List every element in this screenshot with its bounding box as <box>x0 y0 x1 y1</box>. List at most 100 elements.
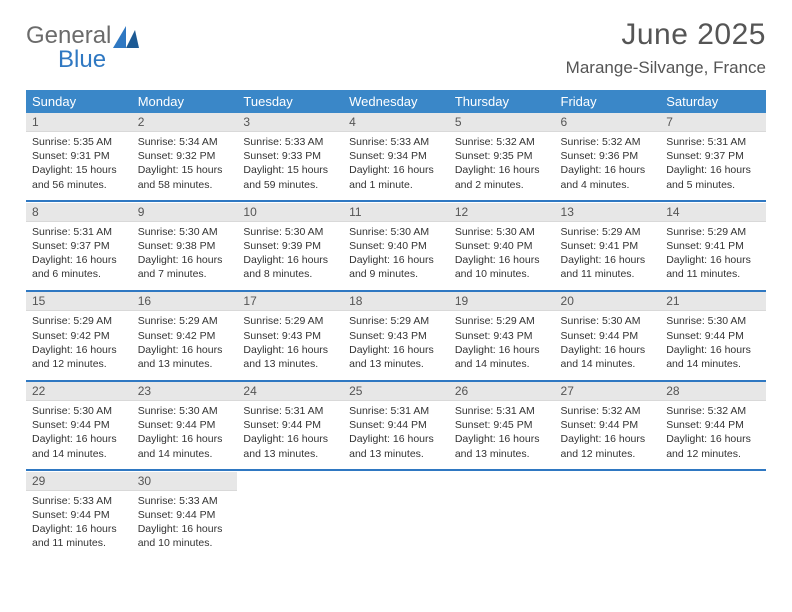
sunrise-text: Sunrise: 5:30 AM <box>243 225 337 239</box>
daylight-text: Daylight: 16 hours and 14 minutes. <box>455 343 549 371</box>
day-number: 18 <box>343 292 449 311</box>
sunset-text: Sunset: 9:44 PM <box>349 418 443 432</box>
day-cell: Sunrise: 5:31 AMSunset: 9:44 PMDaylight:… <box>237 401 343 469</box>
logo-mark-icon <box>113 26 139 48</box>
day-number: 19 <box>449 292 555 311</box>
logo: GeneralBlue <box>26 18 139 72</box>
day-cell: Sunrise: 5:34 AMSunset: 9:32 PMDaylight:… <box>132 132 238 200</box>
day-number: 8 <box>26 203 132 222</box>
sunset-text: Sunset: 9:44 PM <box>561 418 655 432</box>
daylight-text: Daylight: 16 hours and 11 minutes. <box>666 253 760 281</box>
day-number: 23 <box>132 382 238 401</box>
sunset-text: Sunset: 9:44 PM <box>32 418 126 432</box>
sunrise-text: Sunrise: 5:30 AM <box>349 225 443 239</box>
sunrise-text: Sunrise: 5:32 AM <box>666 404 760 418</box>
day-cell: Sunrise: 5:29 AMSunset: 9:41 PMDaylight:… <box>660 221 766 289</box>
day-number: 16 <box>132 292 238 311</box>
day-number-row: 15161718192021 <box>26 292 766 311</box>
day-number: 7 <box>660 113 766 132</box>
daylight-text: Daylight: 16 hours and 10 minutes. <box>138 522 232 550</box>
day-cell: Sunrise: 5:32 AMSunset: 9:44 PMDaylight:… <box>660 401 766 469</box>
sunset-text: Sunset: 9:44 PM <box>138 508 232 522</box>
daylight-text: Daylight: 16 hours and 14 minutes. <box>138 432 232 460</box>
daylight-text: Daylight: 16 hours and 12 minutes. <box>561 432 655 460</box>
title-block: June 2025 Marange-Silvange, France <box>566 18 766 78</box>
day-number: 27 <box>555 382 661 401</box>
weekday-header: Wednesday <box>343 90 449 113</box>
sunset-text: Sunset: 9:34 PM <box>349 149 443 163</box>
logo-word-1: General <box>26 22 111 49</box>
day-cell: Sunrise: 5:30 AMSunset: 9:40 PMDaylight:… <box>343 221 449 289</box>
sunrise-text: Sunrise: 5:32 AM <box>561 404 655 418</box>
day-cell: Sunrise: 5:30 AMSunset: 9:44 PMDaylight:… <box>660 311 766 379</box>
day-number-row: 891011121314 <box>26 203 766 222</box>
daylight-text: Daylight: 16 hours and 10 minutes. <box>455 253 549 281</box>
day-number: 1 <box>26 113 132 132</box>
sunset-text: Sunset: 9:44 PM <box>138 418 232 432</box>
day-cell: Sunrise: 5:30 AMSunset: 9:44 PMDaylight:… <box>26 401 132 469</box>
sunrise-text: Sunrise: 5:33 AM <box>32 494 126 508</box>
day-detail-row: Sunrise: 5:35 AMSunset: 9:31 PMDaylight:… <box>26 132 766 200</box>
sunrise-text: Sunrise: 5:30 AM <box>138 225 232 239</box>
day-number-row: 2930 <box>26 472 766 491</box>
day-number-row: 1234567 <box>26 113 766 132</box>
sunrise-text: Sunrise: 5:33 AM <box>138 494 232 508</box>
daylight-text: Daylight: 16 hours and 13 minutes. <box>455 432 549 460</box>
day-number: 5 <box>449 113 555 132</box>
sunset-text: Sunset: 9:37 PM <box>32 239 126 253</box>
day-number: 15 <box>26 292 132 311</box>
daylight-text: Daylight: 16 hours and 7 minutes. <box>138 253 232 281</box>
daylight-text: Daylight: 16 hours and 14 minutes. <box>666 343 760 371</box>
day-cell: Sunrise: 5:30 AMSunset: 9:44 PMDaylight:… <box>555 311 661 379</box>
weekday-header: Saturday <box>660 90 766 113</box>
sunrise-text: Sunrise: 5:31 AM <box>666 135 760 149</box>
day-cell: Sunrise: 5:30 AMSunset: 9:44 PMDaylight:… <box>132 401 238 469</box>
daylight-text: Daylight: 16 hours and 12 minutes. <box>666 432 760 460</box>
day-detail-row: Sunrise: 5:33 AMSunset: 9:44 PMDaylight:… <box>26 490 766 558</box>
calendar-table: Sunday Monday Tuesday Wednesday Thursday… <box>26 90 766 558</box>
daylight-text: Daylight: 16 hours and 13 minutes. <box>138 343 232 371</box>
sunrise-text: Sunrise: 5:32 AM <box>561 135 655 149</box>
day-cell: Sunrise: 5:31 AMSunset: 9:37 PMDaylight:… <box>660 132 766 200</box>
sunset-text: Sunset: 9:43 PM <box>349 329 443 343</box>
day-number: 22 <box>26 382 132 401</box>
sunrise-text: Sunrise: 5:35 AM <box>32 135 126 149</box>
sunrise-text: Sunrise: 5:33 AM <box>349 135 443 149</box>
sunset-text: Sunset: 9:44 PM <box>243 418 337 432</box>
day-number: 4 <box>343 113 449 132</box>
day-cell: Sunrise: 5:29 AMSunset: 9:43 PMDaylight:… <box>343 311 449 379</box>
sunrise-text: Sunrise: 5:31 AM <box>243 404 337 418</box>
sunset-text: Sunset: 9:44 PM <box>666 329 760 343</box>
day-cell: Sunrise: 5:30 AMSunset: 9:39 PMDaylight:… <box>237 221 343 289</box>
sunrise-text: Sunrise: 5:30 AM <box>138 404 232 418</box>
daylight-text: Daylight: 16 hours and 8 minutes. <box>243 253 337 281</box>
day-cell: Sunrise: 5:29 AMSunset: 9:42 PMDaylight:… <box>26 311 132 379</box>
day-cell: Sunrise: 5:29 AMSunset: 9:43 PMDaylight:… <box>449 311 555 379</box>
day-number: 3 <box>237 113 343 132</box>
sunset-text: Sunset: 9:44 PM <box>666 418 760 432</box>
daylight-text: Daylight: 16 hours and 6 minutes. <box>32 253 126 281</box>
sunrise-text: Sunrise: 5:31 AM <box>455 404 549 418</box>
sunset-text: Sunset: 9:36 PM <box>561 149 655 163</box>
sunrise-text: Sunrise: 5:31 AM <box>32 225 126 239</box>
daylight-text: Daylight: 16 hours and 12 minutes. <box>32 343 126 371</box>
sunrise-text: Sunrise: 5:34 AM <box>138 135 232 149</box>
day-number: 6 <box>555 113 661 132</box>
sunrise-text: Sunrise: 5:30 AM <box>455 225 549 239</box>
sunset-text: Sunset: 9:45 PM <box>455 418 549 432</box>
day-number: 11 <box>343 203 449 222</box>
weekday-header: Tuesday <box>237 90 343 113</box>
day-number: 21 <box>660 292 766 311</box>
sunset-text: Sunset: 9:31 PM <box>32 149 126 163</box>
daylight-text: Daylight: 15 hours and 56 minutes. <box>32 163 126 191</box>
daylight-text: Daylight: 16 hours and 5 minutes. <box>666 163 760 191</box>
daylight-text: Daylight: 16 hours and 13 minutes. <box>349 343 443 371</box>
sunrise-text: Sunrise: 5:29 AM <box>561 225 655 239</box>
sunset-text: Sunset: 9:35 PM <box>455 149 549 163</box>
daylight-text: Daylight: 16 hours and 1 minute. <box>349 163 443 191</box>
day-cell: Sunrise: 5:31 AMSunset: 9:45 PMDaylight:… <box>449 401 555 469</box>
sunset-text: Sunset: 9:44 PM <box>32 508 126 522</box>
weekday-header: Sunday <box>26 90 132 113</box>
day-detail-row: Sunrise: 5:30 AMSunset: 9:44 PMDaylight:… <box>26 401 766 469</box>
weekday-header-row: Sunday Monday Tuesday Wednesday Thursday… <box>26 90 766 113</box>
